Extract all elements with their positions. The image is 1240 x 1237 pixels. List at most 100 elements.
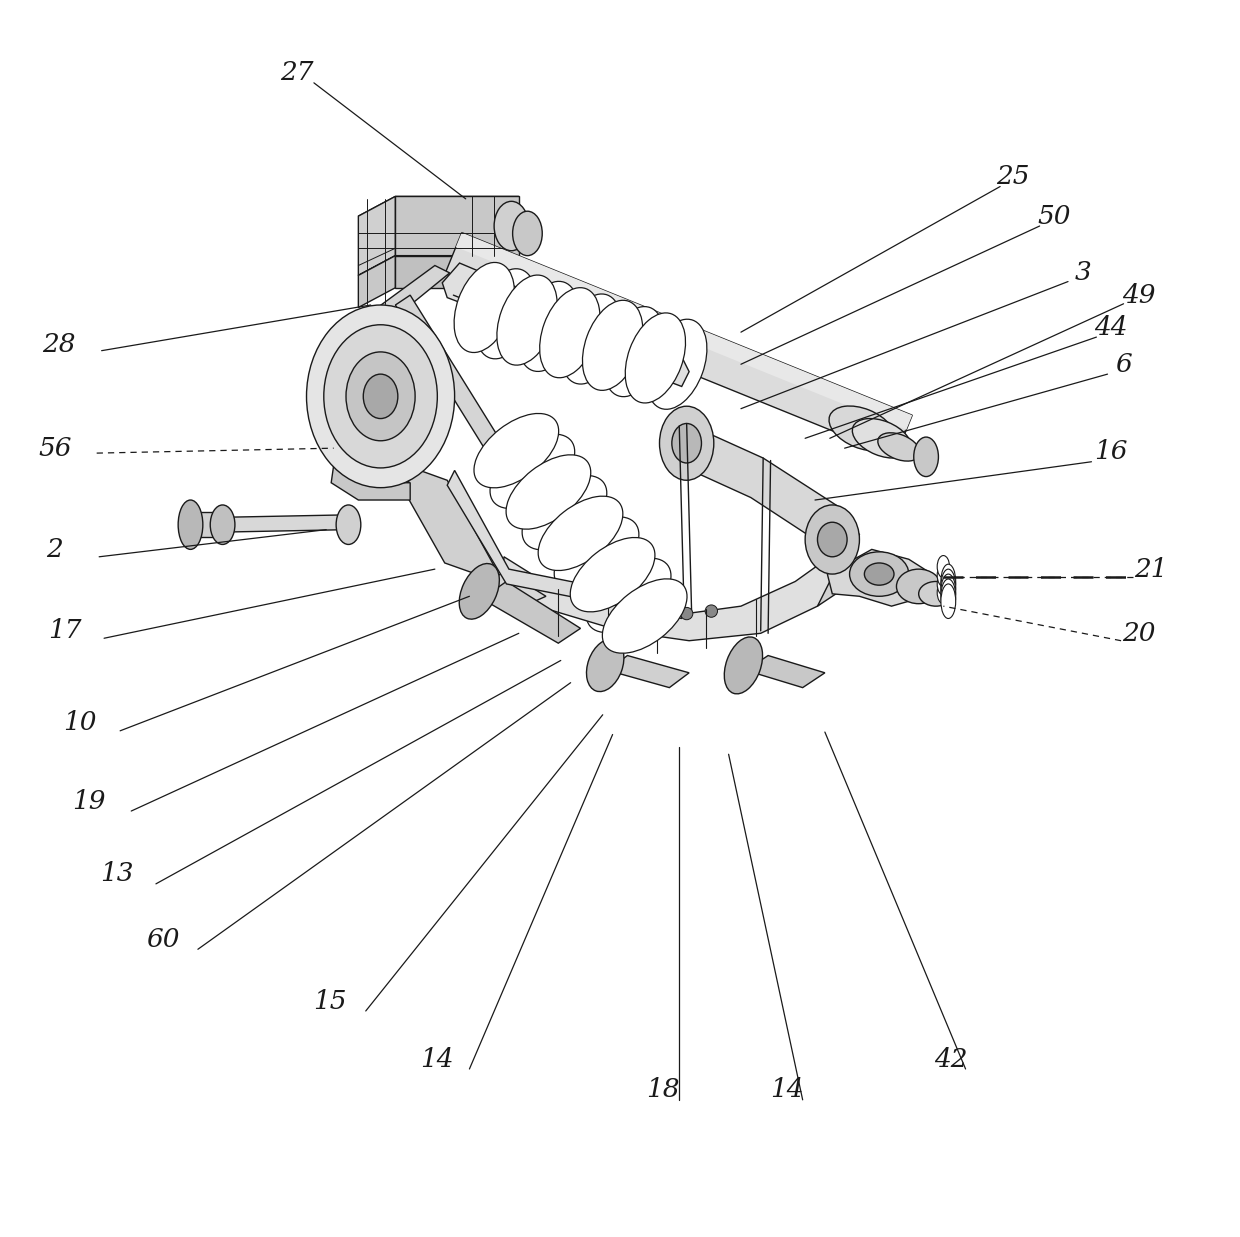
Ellipse shape: [454, 262, 515, 353]
Text: 44: 44: [1095, 314, 1128, 340]
Ellipse shape: [660, 406, 714, 480]
Polygon shape: [443, 263, 689, 386]
Polygon shape: [358, 197, 396, 276]
Ellipse shape: [852, 418, 911, 458]
Text: 20: 20: [1122, 621, 1156, 646]
Polygon shape: [336, 445, 418, 482]
Ellipse shape: [490, 434, 574, 508]
Text: 49: 49: [1122, 282, 1156, 308]
Text: 25: 25: [996, 165, 1029, 189]
Ellipse shape: [937, 564, 950, 586]
Polygon shape: [485, 571, 546, 606]
Ellipse shape: [603, 579, 687, 653]
Ellipse shape: [914, 437, 939, 476]
Polygon shape: [827, 549, 936, 606]
Text: 2: 2: [46, 537, 63, 562]
Polygon shape: [396, 256, 518, 288]
Text: 21: 21: [1133, 557, 1168, 581]
Ellipse shape: [324, 325, 438, 468]
Ellipse shape: [570, 538, 655, 612]
Ellipse shape: [179, 500, 203, 549]
Ellipse shape: [363, 374, 398, 418]
Ellipse shape: [941, 584, 956, 618]
Ellipse shape: [625, 313, 686, 403]
Text: 14: 14: [770, 1077, 804, 1102]
Ellipse shape: [656, 605, 668, 617]
Polygon shape: [882, 426, 926, 463]
Polygon shape: [445, 233, 913, 456]
Text: 42: 42: [934, 1047, 967, 1071]
Ellipse shape: [522, 475, 606, 549]
Polygon shape: [501, 557, 847, 641]
Polygon shape: [396, 197, 518, 256]
Polygon shape: [396, 296, 511, 468]
Ellipse shape: [937, 573, 950, 595]
Ellipse shape: [941, 579, 956, 614]
Text: 15: 15: [314, 988, 347, 1013]
Ellipse shape: [575, 343, 590, 356]
Text: 50: 50: [1038, 204, 1071, 229]
Ellipse shape: [864, 563, 894, 585]
Polygon shape: [386, 458, 503, 584]
Polygon shape: [608, 656, 689, 688]
Ellipse shape: [937, 555, 950, 578]
Ellipse shape: [587, 640, 624, 691]
Polygon shape: [448, 470, 682, 618]
Polygon shape: [456, 233, 913, 429]
Ellipse shape: [672, 423, 702, 463]
Polygon shape: [817, 559, 867, 606]
Ellipse shape: [211, 505, 234, 544]
Ellipse shape: [830, 406, 895, 450]
Ellipse shape: [512, 212, 542, 256]
Ellipse shape: [336, 505, 361, 544]
Ellipse shape: [919, 581, 954, 606]
Ellipse shape: [604, 307, 665, 397]
Ellipse shape: [805, 505, 859, 574]
Polygon shape: [223, 515, 348, 532]
Text: 14: 14: [420, 1047, 454, 1071]
Ellipse shape: [583, 301, 642, 391]
Ellipse shape: [306, 306, 455, 487]
Ellipse shape: [346, 351, 415, 440]
Text: 6: 6: [1115, 351, 1132, 377]
Ellipse shape: [681, 607, 693, 620]
Text: 27: 27: [280, 61, 314, 85]
Text: 19: 19: [72, 789, 107, 814]
Polygon shape: [358, 197, 518, 216]
Ellipse shape: [937, 581, 950, 604]
Ellipse shape: [941, 574, 956, 609]
Ellipse shape: [646, 319, 707, 409]
Polygon shape: [348, 266, 450, 346]
Ellipse shape: [518, 281, 579, 371]
Polygon shape: [746, 656, 825, 688]
Ellipse shape: [459, 564, 500, 620]
Ellipse shape: [941, 564, 956, 599]
Ellipse shape: [474, 413, 559, 487]
Ellipse shape: [724, 637, 763, 694]
Ellipse shape: [506, 455, 590, 529]
Text: 60: 60: [146, 927, 180, 952]
Ellipse shape: [706, 605, 718, 617]
Text: 3: 3: [1074, 261, 1091, 286]
Text: 28: 28: [42, 332, 76, 357]
Polygon shape: [191, 512, 223, 537]
Text: 18: 18: [646, 1077, 680, 1102]
Polygon shape: [358, 256, 396, 308]
Polygon shape: [482, 581, 580, 643]
Ellipse shape: [878, 433, 920, 461]
Ellipse shape: [494, 202, 528, 251]
Polygon shape: [331, 465, 410, 500]
Ellipse shape: [587, 558, 671, 632]
Text: 10: 10: [63, 710, 97, 735]
Ellipse shape: [560, 294, 621, 383]
Polygon shape: [670, 423, 859, 554]
Text: 16: 16: [1095, 439, 1128, 464]
Ellipse shape: [897, 569, 941, 604]
Text: 13: 13: [99, 861, 133, 887]
Text: 17: 17: [48, 618, 82, 643]
Ellipse shape: [475, 268, 536, 359]
Text: 56: 56: [38, 435, 72, 460]
Ellipse shape: [849, 552, 909, 596]
Polygon shape: [358, 256, 518, 276]
Ellipse shape: [941, 569, 956, 604]
